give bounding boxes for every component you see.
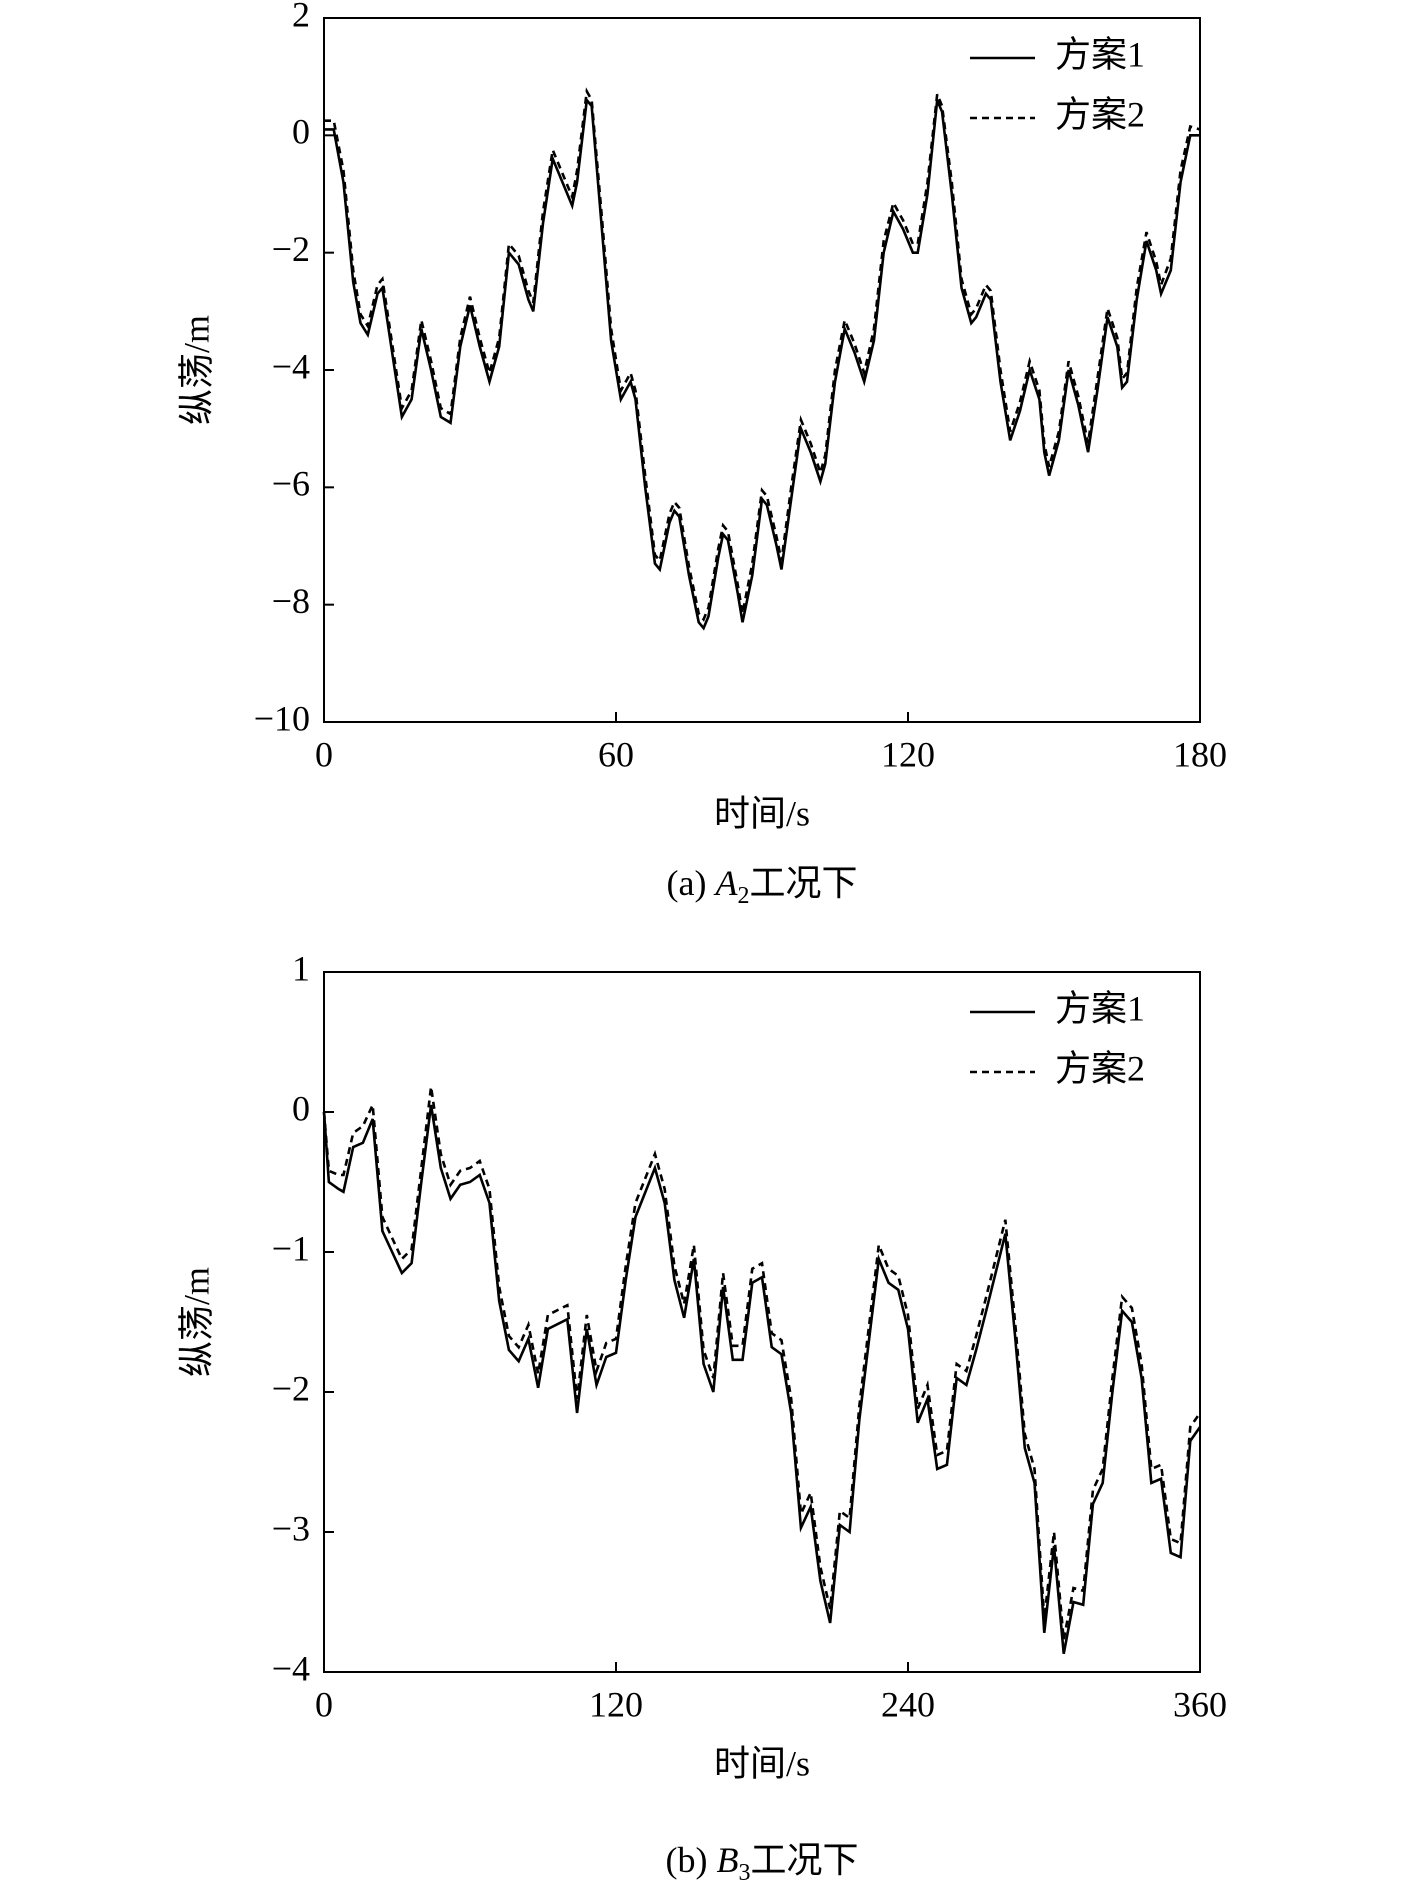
y-tick-label: −4 xyxy=(272,1648,310,1688)
x-tick-label: 180 xyxy=(1173,734,1227,774)
caption-part: 工况下 xyxy=(749,863,857,903)
y-tick-label: 1 xyxy=(292,948,310,988)
series-line xyxy=(322,1104,1202,1655)
series-line xyxy=(324,87,1201,622)
caption-part: A xyxy=(713,863,738,903)
y-tick-label: −6 xyxy=(272,464,310,504)
caption-part: 工况下 xyxy=(750,1840,858,1880)
caption-part: B xyxy=(716,1840,738,1880)
x-tick-label: 60 xyxy=(598,734,634,774)
x-tick-label: 360 xyxy=(1173,1684,1227,1724)
x-axis-label: 时间/s xyxy=(714,793,810,833)
y-tick-label: 0 xyxy=(292,112,310,152)
y-tick-label: 2 xyxy=(292,0,310,34)
plot-frame xyxy=(323,971,1201,1673)
caption-part: (a) xyxy=(667,863,716,903)
y-tick-label: −2 xyxy=(272,1368,310,1408)
caption-part: (b) xyxy=(666,1840,717,1880)
legend-label: 方案1 xyxy=(1055,34,1145,74)
legend-label: 方案1 xyxy=(1055,988,1145,1028)
y-tick-label: −1 xyxy=(272,1228,310,1268)
y-tick-label: −2 xyxy=(272,229,310,269)
y-axis-label: 纵荡/m xyxy=(176,315,216,425)
x-tick-label: 0 xyxy=(315,734,333,774)
caption-part: 3 xyxy=(738,1860,750,1884)
series-line xyxy=(322,1086,1202,1641)
y-tick-label: 0 xyxy=(292,1088,310,1128)
x-tick-label: 0 xyxy=(315,1684,333,1724)
caption-part: 2 xyxy=(737,883,749,909)
y-tick-label: −10 xyxy=(254,698,310,738)
y-tick-label: −3 xyxy=(272,1508,310,1548)
x-tick-label: 120 xyxy=(881,734,935,774)
legend-label: 方案2 xyxy=(1055,94,1145,134)
x-tick-label: 240 xyxy=(881,1684,935,1724)
y-tick-label: −4 xyxy=(272,346,310,386)
x-axis-label: 时间/s xyxy=(714,1743,810,1783)
caption: (b) B3工况下 xyxy=(666,1840,859,1884)
series-line xyxy=(324,96,1200,631)
caption: (a) A2工况下 xyxy=(667,863,858,908)
y-axis-label: 纵荡/m xyxy=(176,1267,216,1377)
legend-label: 方案2 xyxy=(1055,1048,1145,1088)
y-tick-label: −8 xyxy=(272,581,310,621)
x-tick-label: 120 xyxy=(589,1684,643,1724)
